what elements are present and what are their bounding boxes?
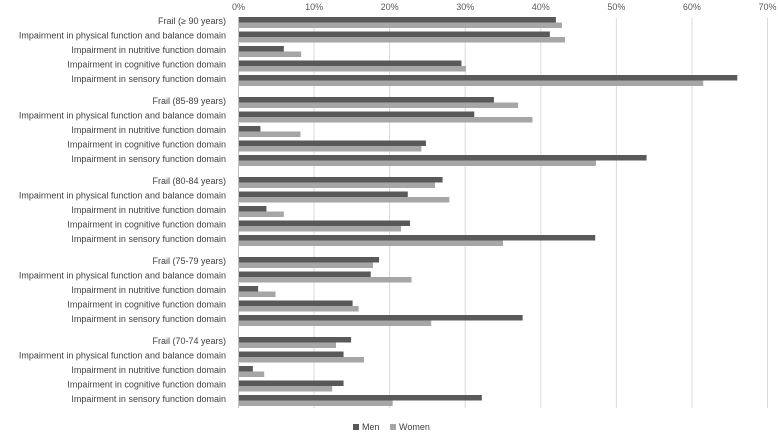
bar-men xyxy=(238,257,380,263)
category-label: Impairment in nutritive function domain xyxy=(71,365,226,375)
category-label: Impairment in physical function and bala… xyxy=(19,271,226,281)
bar-men xyxy=(238,31,550,37)
bar-men xyxy=(238,351,344,357)
category-labels: Frail (≥ 90 years) Impairment in physical… xyxy=(19,16,226,404)
bar-women xyxy=(238,291,276,297)
bar-women xyxy=(238,306,359,312)
bar-women xyxy=(238,182,435,188)
bar-women xyxy=(238,51,302,57)
bar-men xyxy=(238,140,426,146)
category-label: Impairment in nutritive function domain xyxy=(71,205,226,215)
category-label: Impairment in cognitive function domain xyxy=(67,220,226,230)
x-tick-label: 20% xyxy=(381,2,399,12)
bar-women xyxy=(238,262,374,268)
bar-men xyxy=(238,315,523,321)
x-axis-ticks: 0% 10% 20% 30% 40% 50% 60% 70% xyxy=(232,2,777,12)
category-label: Frail (75-79 years) xyxy=(152,256,226,266)
bar-men xyxy=(238,271,371,277)
bar-men xyxy=(238,220,411,226)
x-tick-label: 50% xyxy=(607,2,625,12)
bar-women xyxy=(238,400,393,406)
legend-swatch-men xyxy=(353,424,359,430)
category-label: Impairment in physical function and bala… xyxy=(19,351,226,361)
category-label: Impairment in physical function and bala… xyxy=(19,111,226,121)
bar-women xyxy=(238,342,336,348)
bars xyxy=(238,17,738,406)
bar-men xyxy=(238,46,284,52)
category-label: Impairment in nutritive function domain xyxy=(71,45,226,55)
bar-women xyxy=(238,386,333,392)
bar-men xyxy=(238,17,556,23)
bar-men xyxy=(238,191,408,197)
bar-women xyxy=(238,22,562,28)
category-label: Impairment in sensory function domain xyxy=(71,234,226,244)
bar-women xyxy=(238,226,401,232)
bar-men xyxy=(238,126,261,132)
bar-women xyxy=(238,197,450,203)
x-tick-label: 0% xyxy=(232,2,245,12)
bar-women xyxy=(238,146,422,152)
x-tick-label: 70% xyxy=(758,2,776,12)
category-label: Impairment in cognitive function domain xyxy=(67,300,226,310)
bar-men xyxy=(238,235,596,241)
bar-women xyxy=(238,277,412,283)
x-tick-label: 10% xyxy=(305,2,323,12)
bar-women xyxy=(238,117,533,123)
x-tick-label: 40% xyxy=(532,2,550,12)
bar-men xyxy=(238,155,647,161)
x-tick-label: 30% xyxy=(456,2,474,12)
category-label: Frail (≥ 90 years) xyxy=(158,16,226,26)
category-label: Frail (70-74 years) xyxy=(152,336,226,346)
bar-men xyxy=(238,75,738,81)
category-label: Impairment in sensory function domain xyxy=(71,314,226,324)
category-label: Impairment in cognitive function domain xyxy=(67,380,226,390)
bar-women xyxy=(238,371,265,377)
bar-men xyxy=(238,111,475,117)
bar-men xyxy=(238,286,259,292)
bar-men xyxy=(238,177,443,183)
category-label: Impairment in sensory function domain xyxy=(71,154,226,164)
bar-women xyxy=(238,240,503,246)
legend-label-men: Men xyxy=(362,422,380,432)
category-label: Impairment in sensory function domain xyxy=(71,74,226,84)
bar-men xyxy=(238,380,344,386)
bar-men xyxy=(238,97,494,103)
category-label: Impairment in nutritive function domain xyxy=(71,125,226,135)
bar-men xyxy=(238,60,462,66)
bar-men xyxy=(238,206,267,212)
bar-men xyxy=(238,395,482,401)
bar-men xyxy=(238,366,253,372)
x-tick-label: 60% xyxy=(683,2,701,12)
bar-women xyxy=(238,357,364,363)
bar-women xyxy=(238,211,284,217)
category-label: Impairment in cognitive function domain xyxy=(67,60,226,70)
bar-women xyxy=(238,66,466,72)
category-label: Impairment in physical function and bala… xyxy=(19,191,226,201)
bar-women xyxy=(238,131,301,137)
category-label: Frail (85-89 years) xyxy=(152,96,226,106)
legend-swatch-women xyxy=(390,424,396,430)
legend-label-women: Women xyxy=(399,422,430,432)
bar-women xyxy=(238,37,565,43)
bar-men xyxy=(238,337,352,343)
bar-men xyxy=(238,300,353,306)
legend: Men Women xyxy=(353,422,430,432)
category-label: Impairment in cognitive function domain xyxy=(67,140,226,150)
bar-women xyxy=(238,160,596,166)
category-label: Impairment in sensory function domain xyxy=(71,394,226,404)
bar-women xyxy=(238,320,432,326)
bar-women xyxy=(238,102,519,108)
category-label: Impairment in physical function and bala… xyxy=(19,31,226,41)
category-label: Frail (80-84 years) xyxy=(152,176,226,186)
bar-women xyxy=(238,80,704,86)
category-label: Impairment in nutritive function domain xyxy=(71,285,226,295)
